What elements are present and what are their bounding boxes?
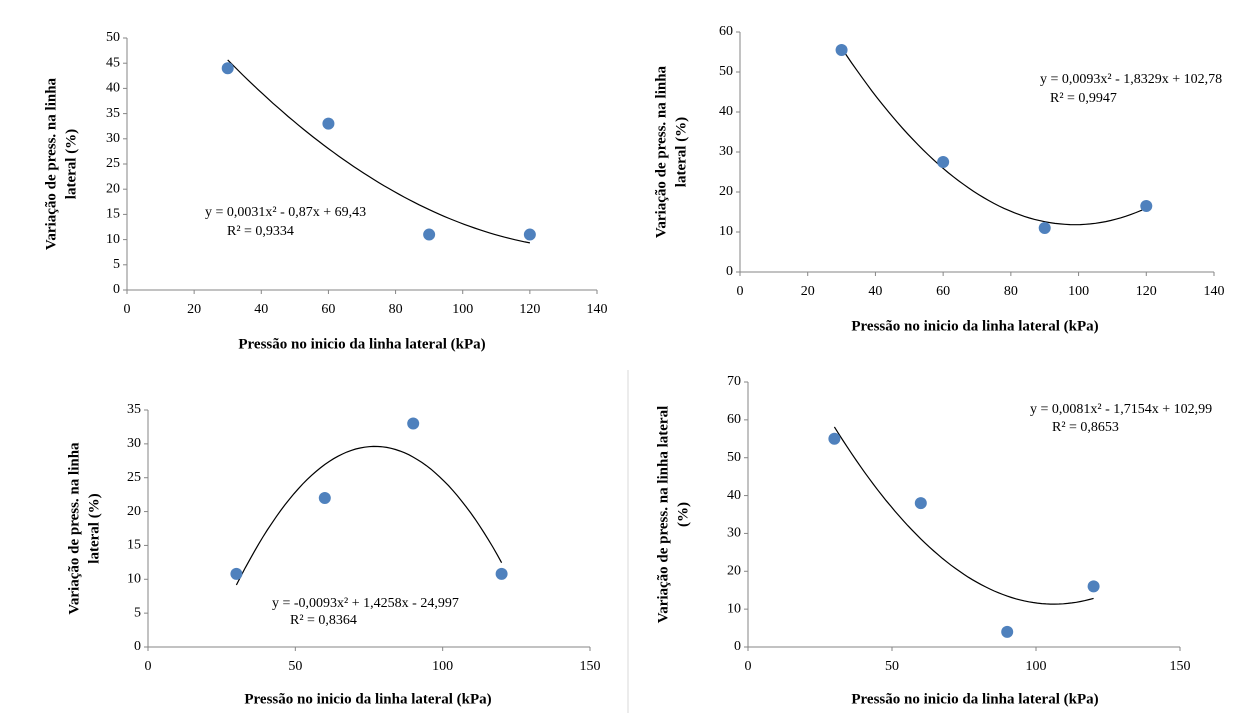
y-tick-label: 30 (127, 436, 141, 451)
equation: R² = 0,8653 (1052, 420, 1119, 435)
y-tick-label: 0 (734, 639, 741, 654)
y-axis-label: Variação de press. na linha (43, 77, 59, 250)
y-tick-label: 25 (106, 156, 120, 171)
y-tick-label: 10 (127, 572, 141, 587)
y-tick-label: 40 (719, 104, 733, 119)
x-tick-label: 100 (432, 659, 453, 674)
trendline (227, 59, 531, 244)
y-tick-label: 10 (106, 232, 120, 247)
data-point (221, 62, 234, 75)
trendline (841, 47, 1147, 226)
x-axis-label: Pressão no inicio da linha lateral (kPa) (851, 318, 1098, 334)
data-point (523, 228, 536, 241)
y-tick-label: 50 (727, 450, 741, 465)
equation: y = 0,0081x² - 1,7154x + 102,99 (1030, 402, 1212, 417)
x-tick-label: 50 (288, 659, 302, 674)
y-tick-label: 30 (719, 144, 733, 159)
data-point (1001, 625, 1014, 638)
y-tick-label: 0 (726, 264, 733, 279)
data-point (937, 156, 950, 168)
data-point (1140, 200, 1153, 212)
x-tick-label: 0 (145, 659, 152, 674)
data-point (322, 117, 335, 130)
y-tick-label: 10 (727, 601, 741, 616)
x-tick-label: 100 (1068, 284, 1089, 299)
data-point (828, 432, 841, 445)
y-tick-label: 30 (727, 526, 741, 541)
equation: R² = 0,9947 (1050, 91, 1117, 106)
equation: y = -0,0093x² + 1,4258x - 24,997 (272, 596, 459, 611)
y-tick-label: 20 (719, 184, 733, 199)
y-axis-label: Variação de press. na linha (66, 442, 82, 615)
y-tick-label: 25 (127, 470, 141, 485)
equation: R² = 0,8364 (290, 613, 357, 628)
y-tick-label: 40 (727, 488, 741, 503)
y-tick-label: 15 (106, 207, 120, 222)
y-tick-label: 20 (106, 181, 120, 196)
x-tick-label: 40 (254, 302, 268, 317)
x-tick-label: 20 (187, 302, 201, 317)
x-tick-label: 80 (1004, 284, 1018, 299)
x-tick-label: 120 (519, 302, 540, 317)
x-axis-label: Pressão no inicio da linha lateral (kPa) (238, 336, 485, 352)
data-point (318, 492, 331, 505)
x-tick-label: 120 (1136, 284, 1157, 299)
x-tick-label: 150 (580, 659, 601, 674)
data-point (1087, 580, 1100, 593)
x-axis-label: Pressão no inicio da linha lateral (kPa) (851, 691, 1098, 707)
y-tick-label: 0 (134, 639, 141, 654)
equation: y = 0,0031x² - 0,87x + 69,43 (205, 205, 366, 220)
x-tick-label: 150 (1170, 659, 1191, 674)
x-tick-label: 80 (389, 302, 403, 317)
data-point (230, 567, 243, 580)
data-point (914, 497, 927, 510)
trendline (235, 445, 503, 586)
x-tick-label: 40 (868, 284, 882, 299)
data-point (495, 567, 508, 580)
y-tick-label: 10 (719, 224, 733, 239)
y-tick-label: 20 (727, 564, 741, 579)
y-tick-label: 60 (719, 24, 733, 39)
y-tick-label: 60 (727, 412, 741, 427)
y-tick-label: 35 (106, 106, 120, 121)
y-tick-label: 30 (106, 131, 120, 146)
y-axis-label: Variação de press. na linha lateral (655, 406, 671, 624)
y-tick-label: 40 (106, 81, 120, 96)
equation: y = 0,0093x² - 1,8329x + 102,78 (1040, 72, 1222, 87)
y-tick-label: 15 (127, 538, 141, 553)
data-point (423, 228, 436, 241)
y-tick-label: 45 (106, 55, 120, 70)
x-axis-label: Pressão no inicio da linha lateral (kPa) (244, 691, 491, 707)
x-tick-label: 50 (885, 659, 899, 674)
y-axis-label: (%) (675, 502, 691, 527)
x-tick-label: 140 (587, 302, 608, 317)
equation: R² = 0,9334 (227, 224, 294, 239)
y-tick-label: 70 (727, 374, 741, 389)
x-tick-label: 20 (801, 284, 815, 299)
x-tick-label: 100 (1026, 659, 1047, 674)
y-tick-label: 5 (134, 605, 141, 620)
data-point (407, 417, 420, 430)
y-tick-label: 35 (127, 402, 141, 417)
x-tick-label: 0 (737, 284, 744, 299)
trendline (833, 426, 1094, 605)
x-tick-label: 60 (321, 302, 335, 317)
y-tick-label: 50 (719, 64, 733, 79)
y-axis-label: Variação de press. na linha (653, 65, 669, 238)
y-axis-label: lateral (%) (86, 493, 102, 563)
x-tick-label: 140 (1204, 284, 1225, 299)
y-tick-label: 20 (127, 504, 141, 519)
data-point (835, 44, 848, 56)
x-tick-label: 0 (124, 302, 131, 317)
y-tick-label: 50 (106, 30, 120, 45)
y-tick-label: 0 (113, 282, 120, 297)
y-axis-label: lateral (%) (63, 129, 79, 199)
x-tick-label: 100 (452, 302, 473, 317)
x-tick-label: 0 (745, 659, 752, 674)
data-point (1038, 222, 1051, 234)
x-tick-label: 60 (936, 284, 950, 299)
y-tick-label: 5 (113, 257, 120, 272)
y-axis-label: lateral (%) (673, 117, 689, 187)
